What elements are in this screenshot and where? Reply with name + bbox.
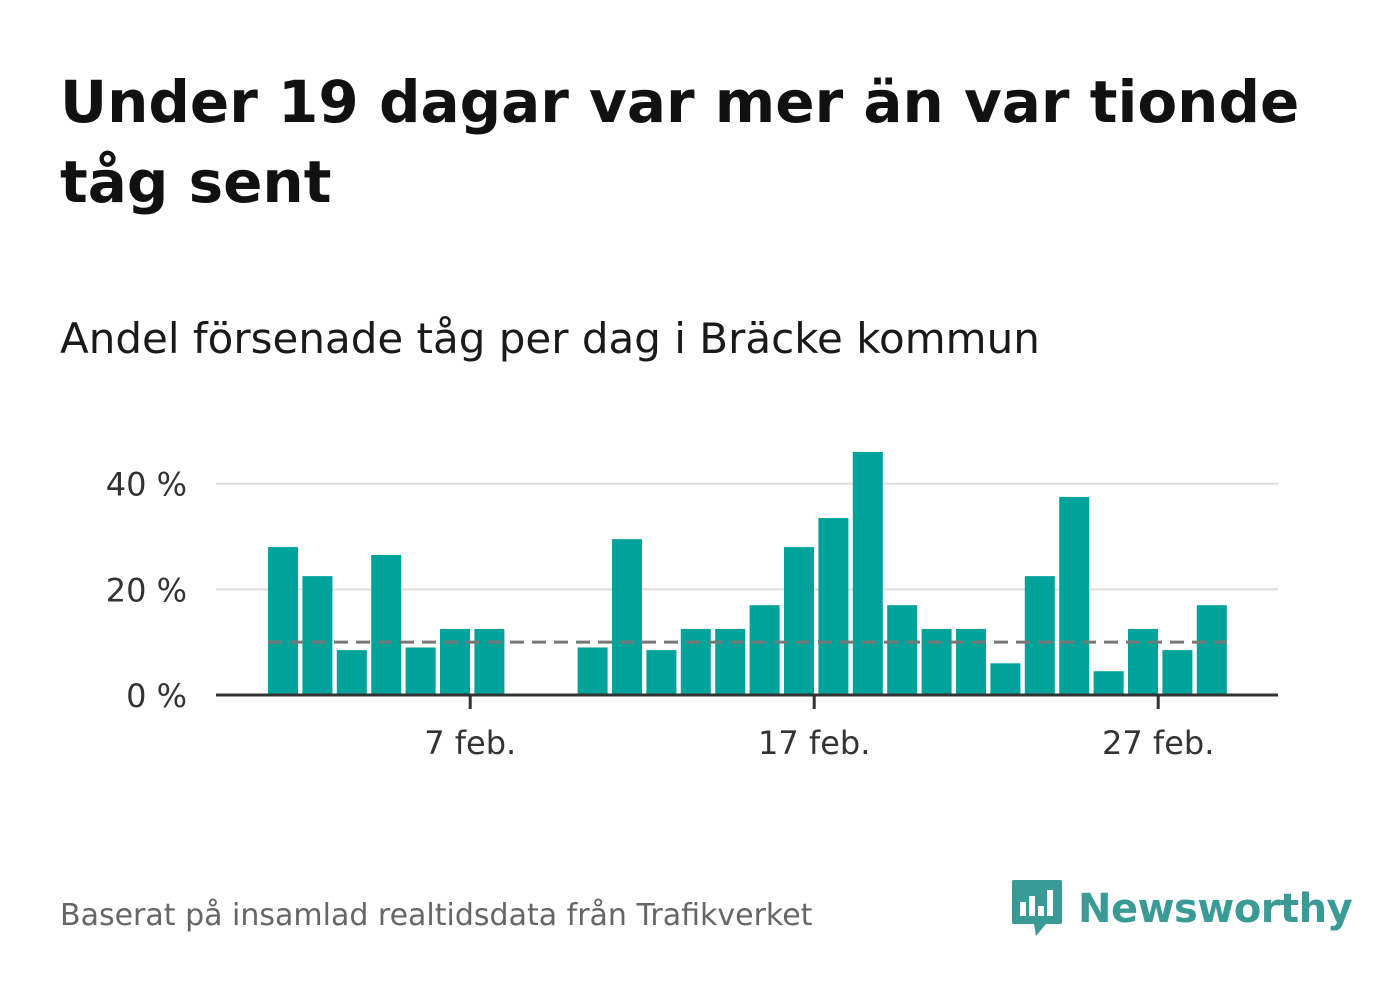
- bar-chart: 0 % 20 % 40 % 7 feb. 17 feb. 27 feb.: [106, 452, 1278, 762]
- x-tick-label: 27 feb.: [1102, 724, 1214, 762]
- bar: [784, 547, 814, 695]
- bar: [612, 539, 642, 695]
- bar: [302, 576, 333, 695]
- chart-subtitle: Andel försenade tåg per dag i Bräcke kom…: [60, 314, 1040, 363]
- bar: [268, 547, 298, 695]
- bar: [1128, 628, 1158, 695]
- bar: [1196, 605, 1227, 695]
- bars: [268, 452, 1227, 695]
- bar: [818, 518, 849, 695]
- bar: [577, 647, 608, 695]
- bar: [990, 663, 1021, 695]
- bar: [371, 555, 402, 695]
- bar: [1162, 650, 1193, 695]
- chart-title: Under 19 dagar var mer än var tionde tåg…: [60, 68, 1300, 216]
- bar: [1024, 576, 1055, 695]
- bar: [921, 628, 952, 695]
- x-tick-label: 7 feb.: [424, 724, 516, 762]
- bar: [1059, 496, 1090, 695]
- y-tick-label: 20 %: [106, 571, 187, 609]
- newsworthy-logo-text: Newsworthy: [1078, 886, 1353, 932]
- newsworthy-logo[interactable]: Newsworthy: [1010, 878, 1353, 940]
- bar: [474, 628, 505, 695]
- bar: [440, 628, 470, 695]
- axes: 0 % 20 % 40 % 7 feb. 17 feb. 27 feb.: [106, 466, 1278, 762]
- bar: [1093, 671, 1124, 695]
- bar: [405, 647, 436, 695]
- newsworthy-logo-icon: [1012, 880, 1062, 936]
- bar: [852, 452, 883, 695]
- bar: [336, 650, 367, 695]
- bar: [680, 628, 711, 695]
- source-note: Baserat på insamlad realtidsdata från Tr…: [60, 898, 813, 933]
- bar: [646, 650, 677, 695]
- y-tick-label: 0 %: [126, 677, 187, 715]
- bar: [749, 605, 780, 695]
- bar: [956, 628, 986, 695]
- bar: [887, 605, 918, 695]
- y-tick-label: 40 %: [106, 466, 187, 504]
- x-tick-label: 17 feb.: [758, 724, 870, 762]
- bar: [715, 628, 746, 695]
